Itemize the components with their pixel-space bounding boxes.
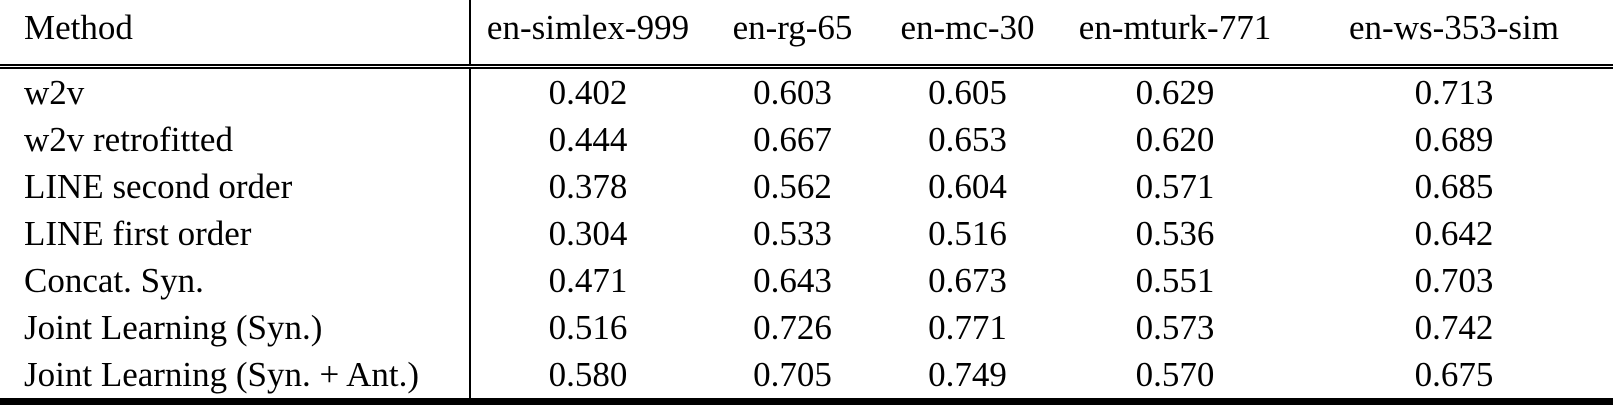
score-cell: 0.673 <box>928 260 1007 300</box>
score-cell: 0.516 <box>928 213 1007 253</box>
score-cell: 0.573 <box>1135 307 1215 347</box>
table-row: Joint Learning (Syn.) 0.516 0.726 0.771 0.57… <box>0 304 1613 351</box>
table-row: w2v retrofitted 0.444 0.667 0.653 0.620 0.689 <box>0 116 1613 163</box>
score-cell: 0.471 <box>548 260 628 300</box>
score-cell: 0.516 <box>548 307 628 347</box>
table-row: LINE second order 0.378 0.562 0.604 0.571 0.6… <box>0 163 1613 210</box>
score-cell: 0.562 <box>753 166 832 206</box>
score-cell: 0.620 <box>1135 119 1215 159</box>
score-cell: 0.742 <box>1414 307 1494 347</box>
table-row: w2v 0.402 0.603 0.605 0.629 0.713 <box>0 66 1613 116</box>
method-cell: LINE first order <box>0 210 471 257</box>
score-cell: 0.580 <box>470 351 705 405</box>
score-cell: 0.713 <box>1414 72 1494 112</box>
column-header-en-mturk-771: en-mturk-771 <box>1055 0 1295 69</box>
score-cell: 0.570 <box>1055 351 1295 405</box>
score-cell: 0.444 <box>548 119 628 159</box>
column-header-en-simlex-999: en-simlex-999 <box>470 0 705 69</box>
score-cell: 0.705 <box>705 351 880 405</box>
table-row: LINE first order 0.304 0.533 0.516 0.536 0.64… <box>0 210 1613 257</box>
method-cell: w2v <box>0 66 471 116</box>
score-cell: 0.536 <box>1135 213 1215 253</box>
score-cell: 0.653 <box>928 119 1007 159</box>
score-cell: 0.642 <box>1414 213 1494 253</box>
column-header-en-mc-30: en-mc-30 <box>880 0 1055 69</box>
table-header: Method en-simlex-999 en-rg-65 en-mc-30 en-mt… <box>0 0 1613 69</box>
score-cell: 0.603 <box>753 72 832 112</box>
score-cell: 0.551 <box>1135 260 1215 300</box>
score-cell: 0.605 <box>928 72 1007 112</box>
table-row: Concat. Syn. 0.471 0.643 0.673 0.551 0.703 <box>0 257 1613 304</box>
method-cell: Joint Learning (Syn. + Ant.) <box>0 351 471 405</box>
score-cell: 0.771 <box>928 307 1007 347</box>
table-row: Joint Learning (Syn. + Ant.) 0.580 0.705 0.… <box>0 351 1613 405</box>
score-cell: 0.703 <box>1414 260 1494 300</box>
score-cell: 0.643 <box>753 260 832 300</box>
score-cell: 0.533 <box>753 213 832 253</box>
score-cell: 0.402 <box>548 72 628 112</box>
score-cell: 0.675 <box>1295 351 1613 405</box>
score-cell: 0.689 <box>1414 119 1494 159</box>
score-cell: 0.749 <box>880 351 1055 405</box>
score-cell: 0.726 <box>753 307 832 347</box>
header-row: Method en-simlex-999 en-rg-65 en-mc-30 en-mt… <box>0 0 1613 69</box>
column-header-en-ws-353-sim: en-ws-353-sim <box>1295 0 1613 69</box>
method-cell: Joint Learning (Syn.) <box>0 304 471 351</box>
column-header-en-rg-65: en-rg-65 <box>705 0 880 69</box>
score-cell: 0.604 <box>928 166 1007 206</box>
table-body: w2v 0.402 0.603 0.605 0.629 0.713 w2v retrofit… <box>0 66 1613 405</box>
score-cell: 0.304 <box>548 213 628 253</box>
score-cell: 0.667 <box>753 119 832 159</box>
score-cell: 0.378 <box>548 166 628 206</box>
score-cell: 0.571 <box>1135 166 1215 206</box>
score-cell: 0.629 <box>1135 72 1215 112</box>
score-cell: 0.685 <box>1414 166 1494 206</box>
method-cell: Concat. Syn. <box>0 257 471 304</box>
method-cell: w2v retrofitted <box>0 116 471 163</box>
column-header-method: Method <box>0 0 471 69</box>
method-cell: LINE second order <box>0 163 471 210</box>
